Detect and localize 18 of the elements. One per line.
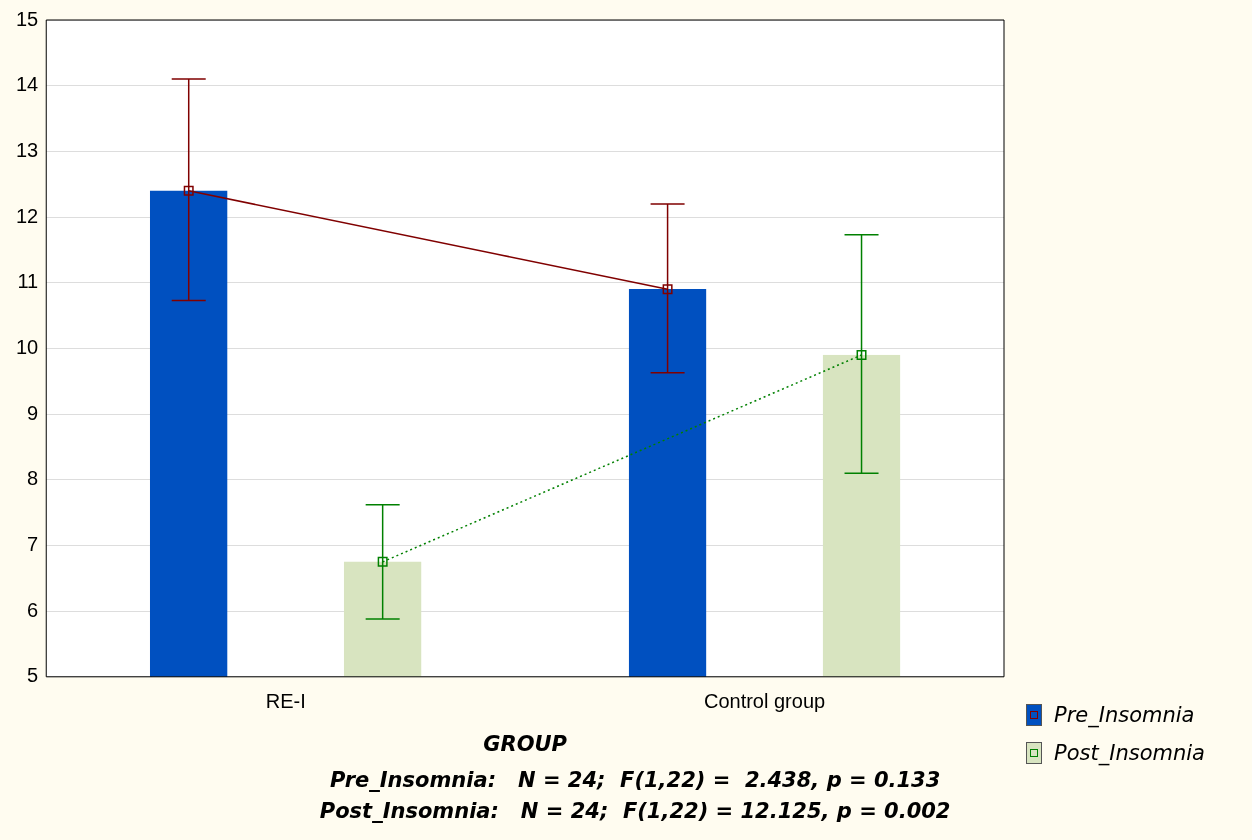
y-tick-label: 8 (27, 467, 39, 490)
y-tick-label: 9 (27, 401, 39, 424)
legend-label: Pre_Insomnia (1054, 703, 1195, 727)
y-tick-label: 15 (16, 7, 39, 30)
y-tick-label: 14 (16, 73, 39, 96)
x-tick-label: Control group (703, 690, 826, 713)
y-tick-label: 5 (27, 664, 39, 687)
y-tick-label: 12 (16, 204, 39, 227)
x-axis-title: GROUP (483, 731, 568, 756)
y-tick-label: 6 (27, 598, 39, 621)
legend-label: Post_Insomnia (1054, 741, 1205, 765)
y-tick-label: 10 (16, 335, 39, 358)
text: Pre_Insomnia: N = 24; F(1,22) = 2.438, p = 0.133 (329, 767, 941, 792)
y-tick-label: 7 (27, 532, 39, 555)
x-tick-label: RE-I (265, 690, 306, 713)
y-tick-label: 13 (16, 138, 39, 161)
y-tick-label: 11 (17, 270, 39, 293)
text: Post_Insomnia: N = 24; F(1,22) = 12.125, p = 0.002 (319, 798, 951, 823)
